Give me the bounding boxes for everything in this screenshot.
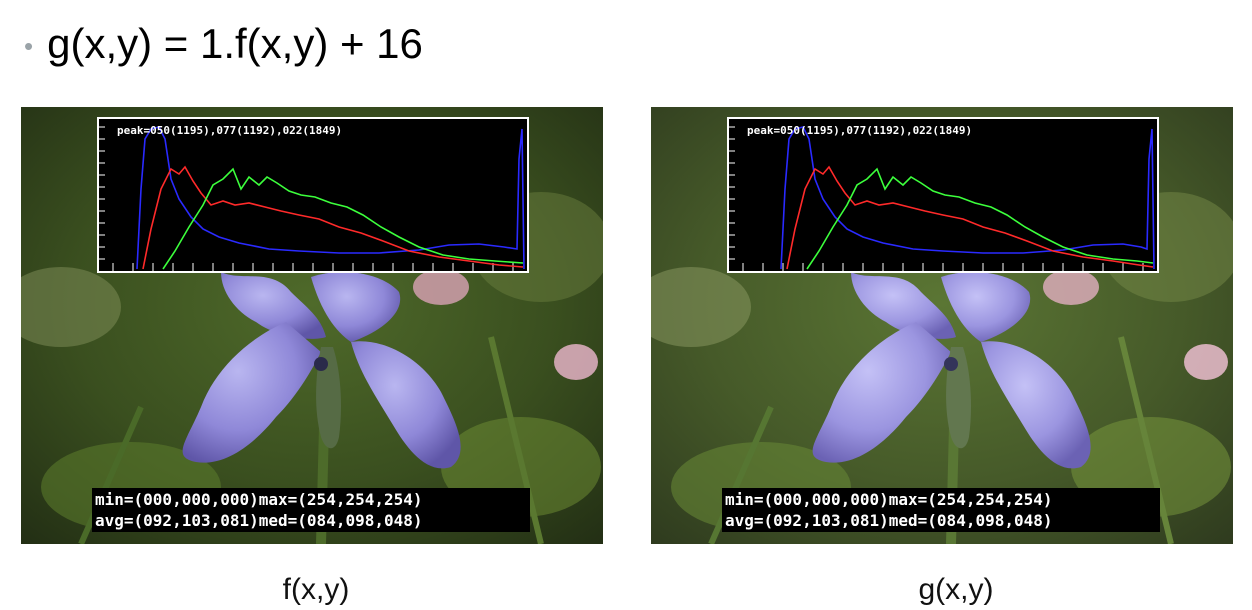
slide-title: • g(x,y) = 1.f(x,y) + 16: [24, 16, 423, 72]
caption-brightened: g(x,y): [918, 573, 994, 606]
histogram-peak-label: peak=050(1195),077(1192),022(1849): [117, 124, 343, 137]
histogram-overlay: peak=050(1195),077(1192),022(1849): [727, 117, 1159, 273]
histogram-overlay: peak=050(1195),077(1192),022(1849): [97, 117, 529, 273]
histogram-plot: [729, 126, 1155, 271]
image-panel-brightened: peak=050(1195),077(1192),022(1849) min=(…: [651, 107, 1233, 544]
equation-text: g(x,y) = 1.f(x,y) + 16: [47, 20, 423, 67]
stats-overlay: min=(000,000,000)max=(254,254,254) avg=(…: [92, 488, 530, 532]
stats-min-max: min=(000,000,000)max=(254,254,254): [95, 490, 423, 509]
stats-avg-med: avg=(092,103,081)med=(084,098,048): [95, 511, 423, 530]
stats-min-max: min=(000,000,000)max=(254,254,254): [725, 490, 1053, 509]
bullet-icon: •: [24, 30, 34, 61]
caption-original: f(x,y): [282, 573, 350, 606]
histogram-peak-label: peak=050(1195),077(1192),022(1849): [747, 124, 973, 137]
stats-avg-med: avg=(092,103,081)med=(084,098,048): [725, 511, 1053, 530]
image-panel-original: peak=050(1195),077(1192),022(1849) min=(…: [21, 107, 603, 544]
histogram-plot: [99, 126, 525, 271]
stats-overlay: min=(000,000,000)max=(254,254,254) avg=(…: [722, 488, 1160, 532]
